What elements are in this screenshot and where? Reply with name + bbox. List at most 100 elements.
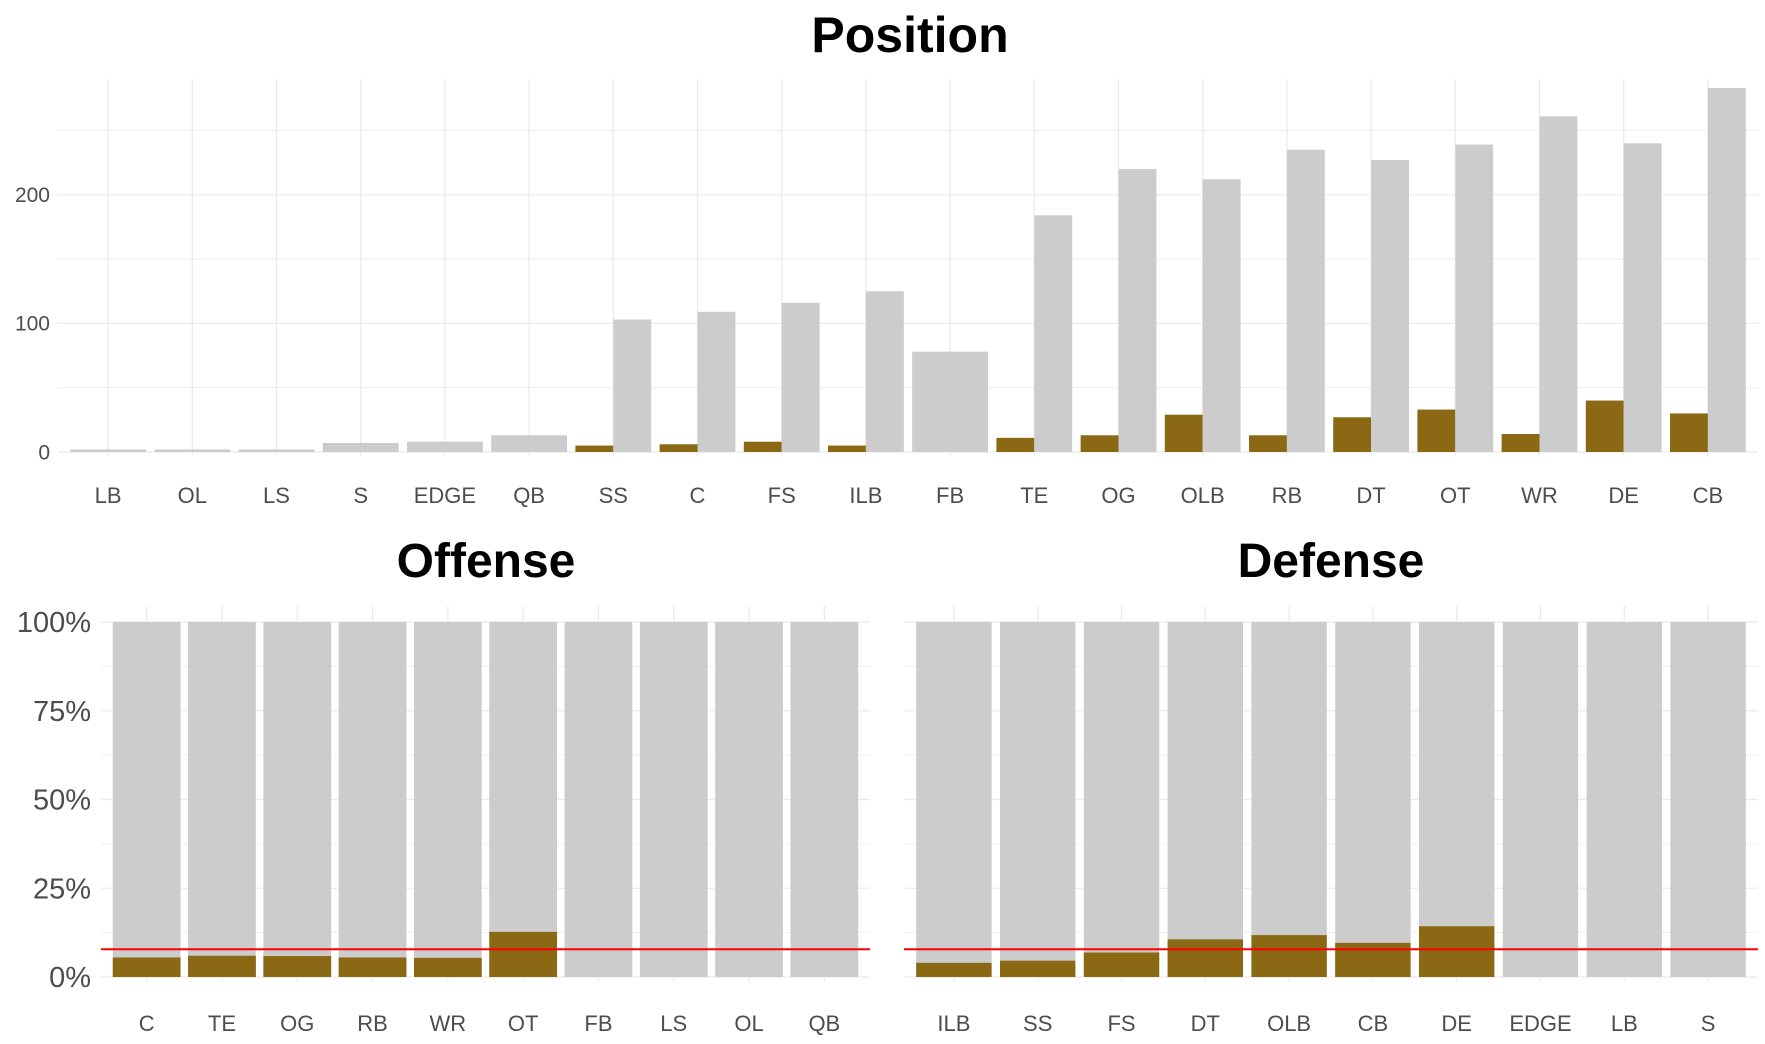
x-tick-label: CB [1358,1011,1389,1036]
bar-DE-highlight [1585,400,1624,452]
bar-TE-total [1034,215,1073,452]
x-tick-label: DE [1608,483,1639,508]
bar-DE-highlight [1418,926,1495,977]
x-tick-label: S [1701,1011,1716,1036]
bar-LS-total [238,449,315,452]
x-tick-label: ILB [937,1011,970,1036]
bar-RB-total [338,622,407,977]
bar-TE-highlight [996,437,1035,452]
bar-OG-total [263,622,332,977]
bar-CB-total [1707,88,1746,452]
bar-DT-total [1371,160,1409,452]
x-tick-label: OLB [1181,483,1225,508]
bar-RB-highlight [338,957,407,977]
position-title: Position [811,7,1008,63]
bar-C-highlight [112,957,181,977]
bar-TE-total [188,622,256,977]
x-tick-label: WR [1521,483,1558,508]
bar-FS-total [1083,622,1160,977]
defense-x-ticks: ILB SS FS DT OLB CB DE EDGE LB S [937,1011,1715,1036]
bar-OT-total [489,622,558,977]
x-tick-label: SS [1023,1011,1052,1036]
x-tick-label: S [353,483,368,508]
bar-WR-total [1539,116,1578,453]
bar-CB-total [1335,622,1411,977]
x-tick-label: C [139,1011,155,1036]
x-tick-label: FB [936,483,964,508]
bar-OLB-highlight [1164,414,1203,452]
x-tick-label: SS [599,483,628,508]
bar-DT-highlight [1167,939,1244,977]
bar-OL-total [154,449,231,452]
position-y-ticks: 0 100 200 [15,184,50,464]
bar-WR-highlight [1501,433,1540,452]
y-tick-label: 50% [33,785,91,817]
bar-FS-highlight [1083,952,1160,977]
x-tick-label: TE [1020,483,1048,508]
bar-DE-total [1623,143,1662,452]
x-tick-label: OLB [1267,1011,1311,1036]
bar-FS-highlight [743,441,782,452]
x-tick-label: DT [1356,483,1385,508]
bar-CB-highlight [1670,413,1708,452]
bar-OT-highlight [1417,409,1456,452]
bar-EDGE-total [407,441,483,452]
bar-TE-highlight [188,955,256,977]
y-tick-label: 75% [33,696,91,728]
x-tick-label: OT [508,1011,539,1036]
x-tick-label: DE [1441,1011,1472,1036]
offense-y-ticks: 0% 25% 50% 75% 100% [17,607,91,994]
bar-OLB-total [1202,179,1241,452]
bar-OLB-total [1251,622,1327,977]
x-tick-label: OT [1440,483,1471,508]
x-tick-label: LB [1611,1011,1638,1036]
defense-panel: ILB SS FS DT OLB CB DE EDGE LB S Defense [904,535,1758,1036]
bar-FB-total [564,622,633,977]
x-tick-label: QB [808,1011,840,1036]
x-tick-label: LS [263,483,290,508]
bar-C-total [112,622,181,977]
defense-title: Defense [1238,535,1425,588]
x-tick-label: QB [513,483,545,508]
bar-RB-total [1286,149,1325,452]
x-tick-label: CB [1693,483,1724,508]
x-tick-label: EDGE [1509,1011,1571,1036]
bar-ILB-highlight [828,445,866,452]
x-tick-label: FB [584,1011,612,1036]
bar-C-total [697,311,736,452]
bar-CB-highlight [1335,942,1411,977]
bar-OT-total [1455,144,1494,452]
x-tick-label: OL [734,1011,763,1036]
offense-x-ticks: C TE OG RB WR OT FB LS OL QB [139,1011,841,1036]
bar-WR-total [413,622,482,977]
x-tick-label: OL [178,483,207,508]
bar-FS-total [781,302,820,452]
x-tick-label: LS [660,1011,687,1036]
bar-OG-highlight [263,956,332,977]
bar-DT-highlight [1333,417,1372,452]
position-x-ticks: LB OL LS S EDGE QB SS C FS ILB FB TE OG OLB RB DT OT WR DE… [95,483,1724,508]
y-tick-label: 100% [17,607,91,639]
y-tick-label: 0 [38,441,50,464]
bar-OLB-highlight [1251,935,1327,977]
bar-LB-total [1586,622,1663,977]
bar-OG-highlight [1080,435,1119,452]
bar-ILB-total [865,291,904,452]
bar-SS-total [613,319,652,452]
offense-bars [112,622,859,977]
offense-panel: 0% 25% 50% 75% 100% C TE OG RB WR OT FB LS OL QB Offe… [17,535,870,1036]
bar-ILB-total [916,622,992,977]
bar-DE-total [1418,622,1495,977]
bar-EDGE-total [1502,622,1579,977]
bar-S-total [1670,622,1746,977]
y-tick-label: 200 [15,184,50,207]
y-tick-label: 0% [49,962,91,994]
y-tick-label: 100 [15,313,50,336]
bar-S-total [322,442,399,452]
x-tick-label: TE [208,1011,236,1036]
bar-DT-total [1167,622,1244,977]
bar-SS-highlight [575,445,614,452]
bar-C-highlight [659,444,698,452]
